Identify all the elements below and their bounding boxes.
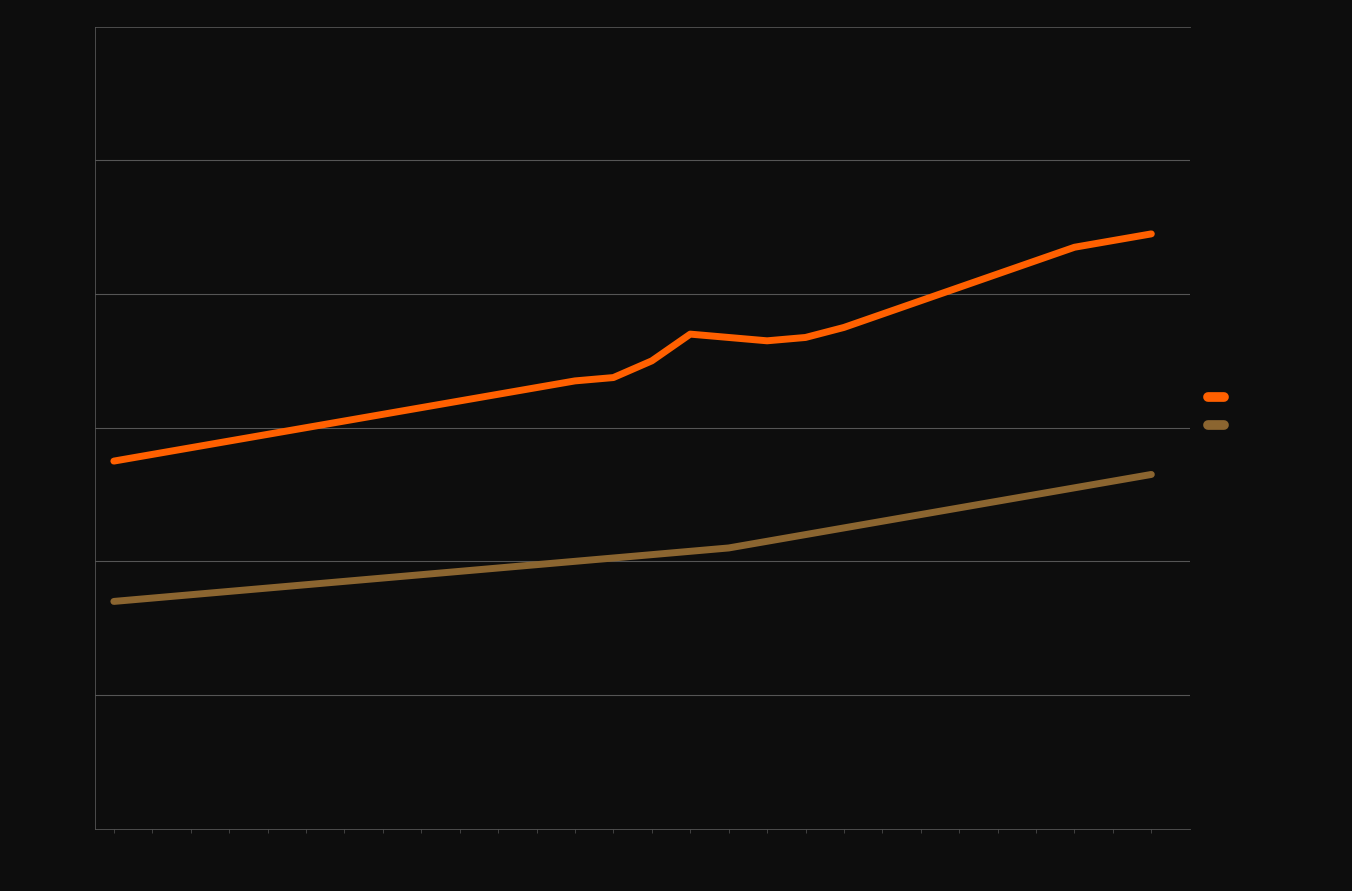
Legend: , : , — [1207, 390, 1236, 433]
